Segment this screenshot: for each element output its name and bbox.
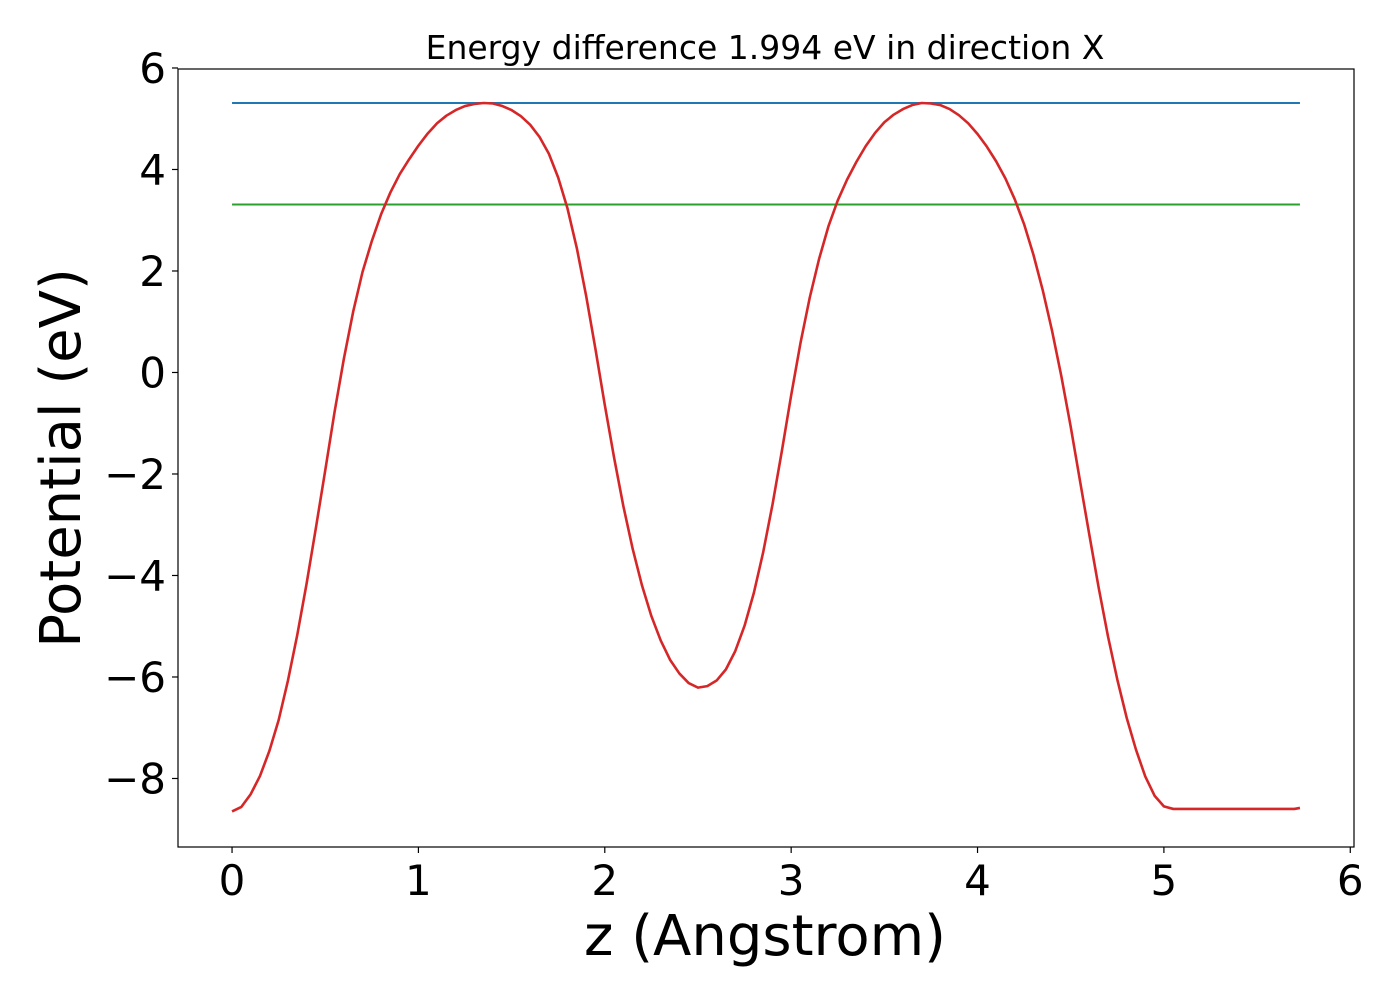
- x-tick-label: 6: [1337, 856, 1364, 905]
- y-tick-label: 0: [139, 348, 166, 397]
- series-line-3: [231, 101, 1301, 813]
- x-tick-label: 3: [778, 856, 805, 905]
- y-tick-label: 4: [139, 145, 166, 194]
- x-tick-label: 0: [219, 856, 246, 905]
- y-tick-label: −2: [104, 450, 166, 499]
- y-tick-label: −4: [104, 551, 166, 600]
- y-tick-label: −8: [104, 754, 166, 803]
- y-axis-label: Potential (eV): [29, 268, 94, 648]
- x-axis-label: z (Angstrom): [584, 904, 946, 969]
- x-tick-label: 2: [591, 856, 618, 905]
- chart-title: Energy difference 1.994 eV in direction …: [426, 28, 1105, 67]
- plot-frame: [177, 68, 1355, 848]
- x-tick-label: 4: [964, 856, 991, 905]
- x-tick-label: 5: [1151, 856, 1178, 905]
- y-tick-label: 2: [139, 247, 166, 296]
- y-tick-label: −6: [104, 653, 166, 702]
- y-axis-ticks: −8 −6 −4 −2 0 2 4 6: [104, 44, 178, 803]
- plot-area: [177, 68, 1355, 848]
- x-axis-ticks: 0 1 2 3 4 5 6: [219, 847, 1364, 905]
- y-tick-label: 6: [139, 44, 166, 93]
- x-tick-label: 1: [405, 856, 432, 905]
